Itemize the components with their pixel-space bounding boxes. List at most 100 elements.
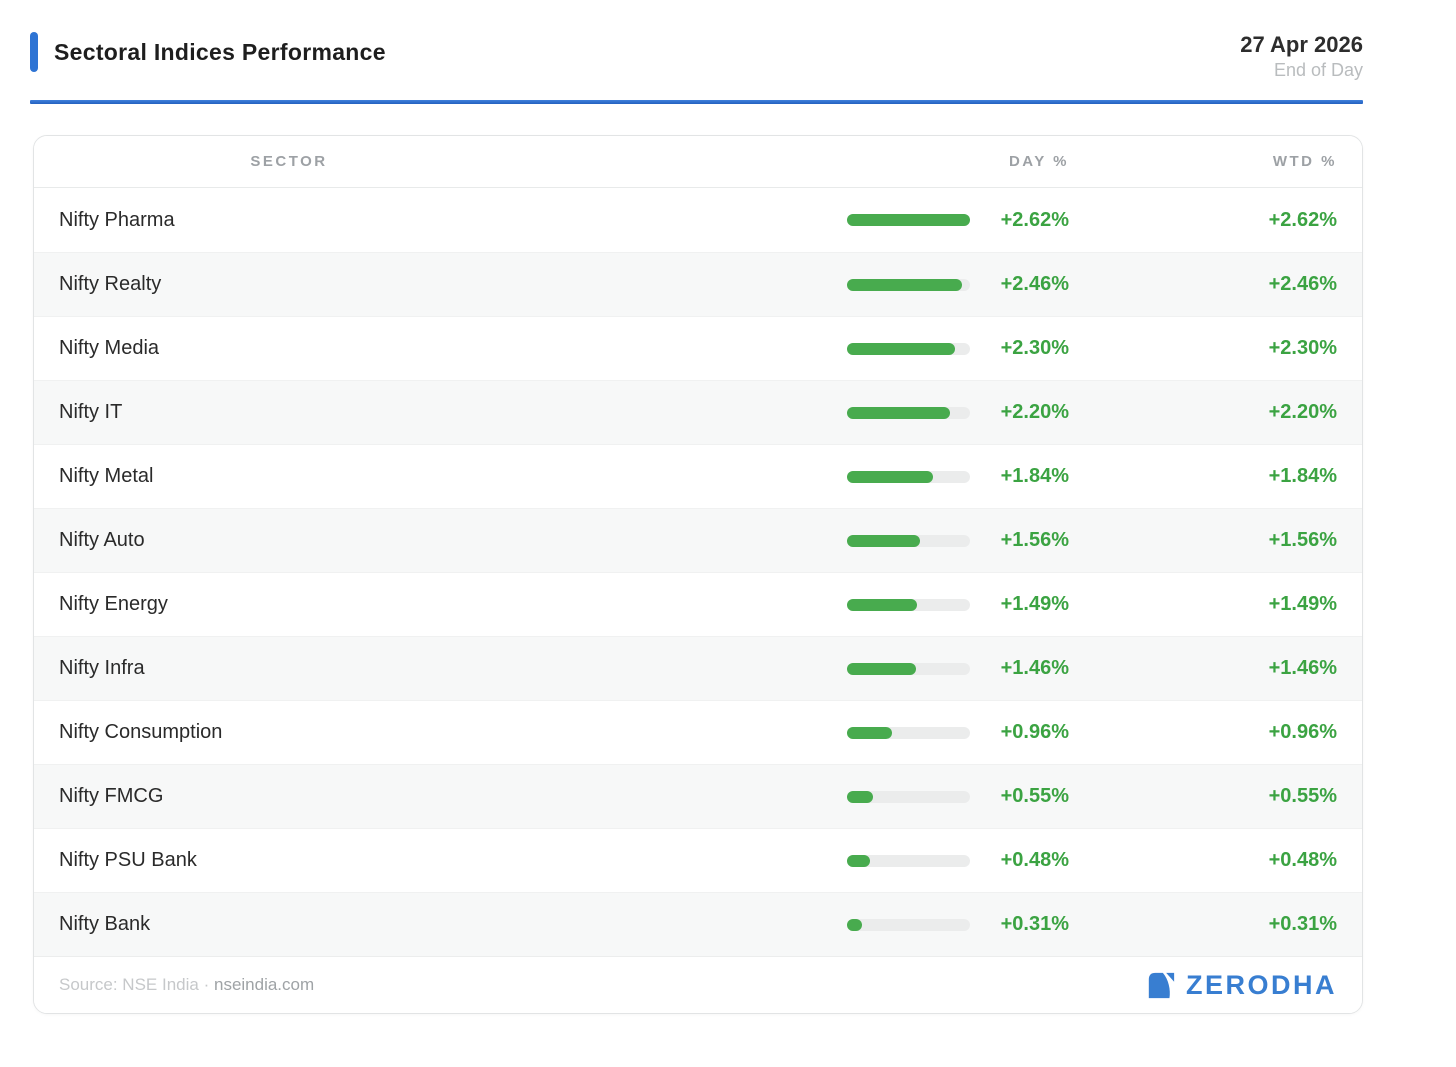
- bar-fill: [847, 406, 951, 419]
- day-bar-cell: [847, 726, 970, 739]
- table-row: Nifty Consumption +0.96% +0.96%: [34, 700, 1362, 764]
- wtd-value: +2.20%: [1268, 401, 1337, 423]
- wtd-value: +1.46%: [1268, 657, 1337, 679]
- day-bar-cell: [847, 854, 970, 867]
- sector-name: Nifty Pharma: [59, 208, 175, 231]
- day-value: +0.31%: [1000, 913, 1069, 935]
- source-prefix: Source: NSE India ·: [59, 975, 210, 994]
- day-value: +1.84%: [1000, 465, 1069, 487]
- wtd-value: +2.46%: [1268, 273, 1337, 295]
- wtd-value: +0.48%: [1268, 849, 1337, 871]
- table-row: Nifty Auto +1.56% +1.56%: [34, 508, 1362, 572]
- table-row: Nifty Media +2.30% +2.30%: [34, 316, 1362, 380]
- sector-name: Nifty PSU Bank: [59, 849, 197, 871]
- report-date: 27 Apr 2026: [1240, 32, 1363, 57]
- sector-name: Nifty Media: [59, 337, 160, 359]
- day-bar-cell: [847, 662, 970, 675]
- sector-name: Nifty Infra: [59, 657, 145, 679]
- day-bar-cell: [847, 278, 970, 291]
- sector-name: Nifty Realty: [59, 273, 162, 295]
- bar-fill: [847, 790, 873, 803]
- day-bar-cell: [847, 470, 970, 483]
- table-row: Nifty FMCG +0.55% +0.55%: [34, 764, 1362, 828]
- bar-fill: [847, 918, 862, 931]
- bar-track: [847, 662, 970, 675]
- day-value: +2.46%: [1000, 273, 1069, 295]
- bar-track: [847, 278, 970, 291]
- header-divider: [30, 100, 1363, 104]
- table-row: Nifty Infra +1.46% +1.46%: [34, 636, 1362, 700]
- zerodha-logo-icon: [1148, 972, 1175, 999]
- wtd-value: +2.30%: [1268, 337, 1337, 359]
- day-value: +2.30%: [1000, 337, 1069, 359]
- table-row: Nifty Realty +2.46% +2.46%: [34, 252, 1362, 316]
- bar-fill: [847, 598, 917, 611]
- bar-track: [847, 342, 970, 355]
- day-value: +0.96%: [1000, 721, 1069, 743]
- table-body: Nifty Pharma +2.62% +2.62% Nifty Realty +2.4…: [34, 188, 1362, 956]
- wtd-value: +0.55%: [1268, 785, 1337, 807]
- title-accent-bar: [30, 32, 38, 72]
- bar-fill: [847, 470, 934, 483]
- wtd-value: +1.84%: [1268, 465, 1337, 487]
- bar-fill: [847, 726, 893, 739]
- bar-track: [847, 598, 970, 611]
- day-bar-cell: [847, 342, 970, 355]
- wtd-value: +2.62%: [1268, 208, 1337, 231]
- bar-fill: [847, 278, 963, 291]
- table-row: Nifty PSU Bank +0.48% +0.48%: [34, 828, 1362, 892]
- bar-track: [847, 470, 970, 483]
- bar-track: [847, 726, 970, 739]
- sector-name: Nifty Bank: [59, 913, 151, 935]
- day-value: +2.62%: [1000, 208, 1069, 231]
- sector-name: Nifty Consumption: [59, 721, 223, 743]
- sector-name: Nifty Auto: [59, 529, 145, 551]
- card-footer: Source: NSE India · nseindia.com ZERODHA: [34, 956, 1362, 1013]
- bar-track: [847, 534, 970, 547]
- report-header: Sectoral Indices Performance 27 Apr 2026…: [0, 0, 1456, 100]
- date-wrap: 27 Apr 2026 End of Day: [1240, 32, 1363, 81]
- table-row: Nifty Pharma +2.62% +2.62%: [34, 188, 1362, 252]
- table-header-row: SECTOR DAY % WTD %: [34, 136, 1362, 188]
- table-row: Nifty IT +2.20% +2.20%: [34, 380, 1362, 444]
- day-bar-cell: [847, 406, 970, 419]
- column-header-day: DAY %: [1008, 153, 1069, 170]
- sector-name: Nifty Metal: [59, 465, 154, 487]
- column-header-sector: SECTOR: [250, 153, 328, 170]
- day-value: +1.49%: [1000, 593, 1069, 615]
- bar-track: [847, 790, 970, 803]
- sector-name: Nifty FMCG: [59, 785, 164, 807]
- sector-table-card: SECTOR DAY % WTD % Nifty Pharma +2.62% +2.…: [33, 135, 1363, 1014]
- day-bar-cell: [847, 790, 970, 803]
- bar-fill: [847, 662, 916, 675]
- zerodha-logo: ZERODHA: [1146, 970, 1337, 1001]
- wtd-value: +0.31%: [1268, 913, 1337, 935]
- table-row: Nifty Bank +0.31% +0.31%: [34, 892, 1362, 956]
- page: Sectoral Indices Performance 27 Apr 2026…: [0, 0, 1456, 1014]
- page-title: Sectoral Indices Performance: [54, 38, 386, 65]
- day-value: +1.46%: [1000, 657, 1069, 679]
- day-value: +2.20%: [1000, 401, 1069, 423]
- day-value: +0.48%: [1000, 849, 1069, 871]
- column-header-wtd: WTD %: [1272, 153, 1337, 170]
- sector-name: Nifty IT: [59, 401, 123, 423]
- bar-fill: [847, 214, 970, 226]
- bar-track: [847, 214, 970, 226]
- sector-name: Nifty Energy: [59, 593, 168, 615]
- wtd-value: +0.96%: [1268, 721, 1337, 743]
- bar-track: [847, 406, 970, 419]
- wtd-value: +1.56%: [1268, 529, 1337, 551]
- report-period: End of Day: [1273, 60, 1363, 81]
- wtd-value: +1.49%: [1268, 593, 1337, 615]
- table-row: Nifty Energy +1.49% +1.49%: [34, 572, 1362, 636]
- day-bar-cell: [847, 214, 970, 226]
- bar-fill: [847, 854, 870, 867]
- table-row: Nifty Metal +1.84% +1.84%: [34, 444, 1362, 508]
- bar-fill: [847, 534, 921, 547]
- day-bar-cell: [847, 534, 970, 547]
- bar-track: [847, 854, 970, 867]
- source-link[interactable]: nseindia.com: [213, 975, 315, 994]
- day-bar-cell: [847, 598, 970, 611]
- zerodha-logo-text: ZERODHA: [1186, 969, 1337, 1000]
- source-text: Source: NSE India · nseindia.com: [59, 975, 314, 995]
